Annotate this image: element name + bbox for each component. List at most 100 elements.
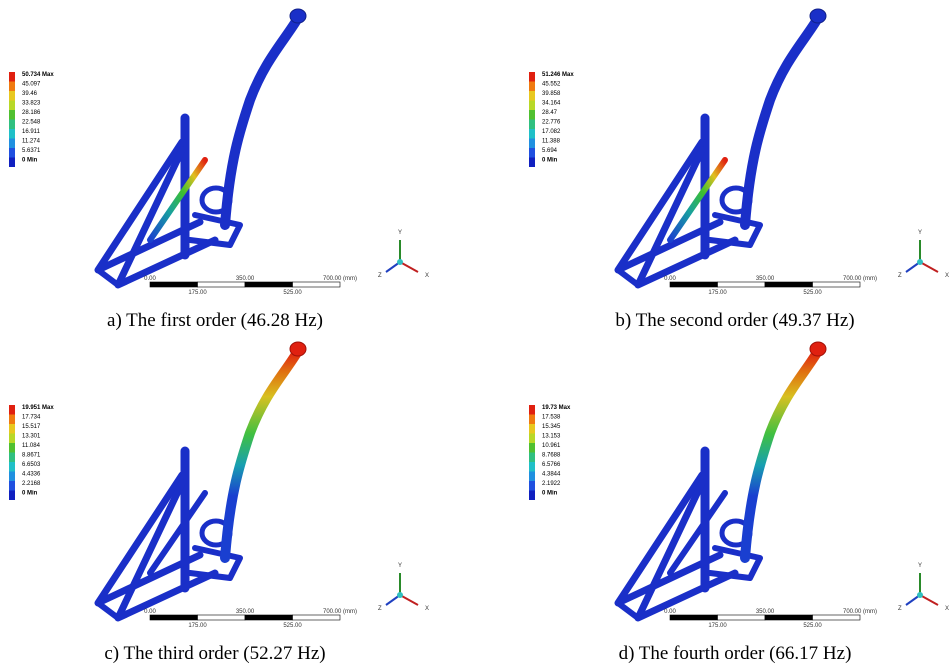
- panel: 19.951 Max 17.734 15.517 13.301 11.084 8.8671…: [9, 341, 429, 664]
- triad-label: Z: [898, 606, 902, 612]
- scale-label: 525.00: [283, 623, 302, 629]
- legend-swatch: [529, 405, 535, 415]
- legend-swatch: [9, 462, 15, 472]
- triad-label: Z: [378, 273, 382, 279]
- legend-swatch: [9, 91, 15, 101]
- scale-segment: [717, 614, 766, 621]
- legend-label: 39.46: [22, 91, 38, 97]
- scale-label: 700.00 (mm): [843, 276, 877, 282]
- legend-label: 6.5766: [542, 462, 561, 468]
- legend-swatch: [9, 81, 15, 91]
- scale-segment: [244, 614, 293, 621]
- legend-swatch: [529, 110, 535, 120]
- legend-swatch: [9, 490, 15, 500]
- legend-label: 4.3844: [542, 472, 561, 478]
- legend-label: 16.911: [22, 129, 41, 135]
- legend-label: 45.552: [542, 82, 561, 88]
- triad-label: Y: [918, 230, 922, 236]
- legend-swatch: [9, 405, 15, 415]
- legend-label: 17.082: [542, 129, 561, 135]
- legend-label: 11.274: [22, 139, 41, 145]
- scale-label: 700.00 (mm): [323, 276, 357, 282]
- legend-label: 22.548: [22, 120, 41, 126]
- legend-swatch: [529, 138, 535, 148]
- scale-segment: [812, 614, 861, 621]
- scale-label: 0.00: [664, 609, 676, 615]
- legend-label: 19.951 Max: [22, 405, 54, 411]
- legend-label: 2.2168: [22, 481, 41, 487]
- legend-label: 39.858: [542, 91, 561, 97]
- frame-member: [740, 346, 823, 563]
- legend-swatch: [529, 424, 535, 434]
- panel: 50.734 Max 45.097 39.46 33.823 28.186 22.548 1…: [9, 8, 429, 331]
- legend-swatch: [529, 443, 535, 453]
- legend-label: 17.538: [542, 415, 561, 421]
- legend-swatch: [9, 119, 15, 129]
- legend-label: 28.47: [542, 110, 558, 116]
- scale-segment: [764, 281, 813, 288]
- triad-label: X: [425, 273, 429, 279]
- legend-label: 2.1922: [542, 481, 561, 487]
- scale-label: 175.00: [188, 623, 207, 629]
- legend-swatch: [529, 471, 535, 481]
- frame-member: [615, 600, 641, 621]
- caption: b) The second order (49.37 Hz): [615, 310, 854, 331]
- legend-swatch: [529, 100, 535, 110]
- frame-member: [667, 157, 728, 243]
- legend-swatch: [9, 424, 15, 434]
- scale-label: 350.00: [236, 609, 255, 615]
- legend-swatch: [9, 129, 15, 139]
- caption: c) The third order (52.27 Hz): [104, 643, 325, 664]
- frame-cap: [809, 341, 827, 357]
- frame-member: [667, 490, 728, 576]
- scale-segment: [292, 614, 341, 621]
- triad-origin: [397, 259, 403, 265]
- legend-swatch: [529, 481, 535, 491]
- panel: 51.246 Max 45.552 39.858 34.164 28.47 22.776 1…: [529, 8, 949, 331]
- frame-member: [95, 267, 121, 288]
- triad-label: Z: [898, 273, 902, 279]
- legend-swatch: [529, 433, 535, 443]
- frame-member: [95, 600, 121, 621]
- scale-label: 700.00 (mm): [323, 609, 357, 615]
- legend-label: 0 Min: [22, 158, 38, 164]
- legend-swatch: [9, 452, 15, 462]
- panel: 19.73 Max 17.538 15.345 13.153 10.961 8.7688 6…: [529, 341, 949, 664]
- legend-label: 0 Min: [542, 158, 558, 164]
- frame-member: [187, 545, 243, 581]
- legend-swatch: [9, 110, 15, 120]
- legend-label: 50.734 Max: [22, 72, 54, 78]
- legend-swatch: [9, 471, 15, 481]
- legend-swatch: [9, 443, 15, 453]
- legend-label: 0 Min: [22, 491, 38, 497]
- legend-swatch: [529, 462, 535, 472]
- legend-swatch: [9, 481, 15, 491]
- legend-swatch: [9, 433, 15, 443]
- legend-label: 15.345: [542, 424, 561, 430]
- frame-member: [147, 157, 208, 243]
- scale-segment: [669, 281, 718, 288]
- scale-label: 350.00: [756, 276, 775, 282]
- scale-label: 0.00: [664, 276, 676, 282]
- scale-label: 525.00: [283, 290, 302, 296]
- frame-cap: [809, 8, 827, 24]
- legend-label: 4.4336: [22, 472, 41, 478]
- scale-segment: [244, 281, 293, 288]
- triad-origin: [917, 259, 923, 265]
- frame-member: [740, 13, 823, 230]
- triad-label: Y: [398, 230, 402, 236]
- legend-label: 45.097: [22, 82, 41, 88]
- scale-segment: [669, 614, 718, 621]
- scale-label: 0.00: [144, 276, 156, 282]
- legend-swatch: [529, 490, 535, 500]
- legend-label: 51.246 Max: [542, 72, 574, 78]
- legend-label: 5.694: [542, 148, 558, 154]
- legend-swatch: [529, 148, 535, 158]
- triad-label: Y: [918, 563, 922, 569]
- legend-swatch: [9, 414, 15, 424]
- legend-swatch: [9, 72, 15, 82]
- caption: a) The first order (46.28 Hz): [107, 310, 323, 331]
- legend-swatch: [9, 100, 15, 110]
- legend-swatch: [529, 452, 535, 462]
